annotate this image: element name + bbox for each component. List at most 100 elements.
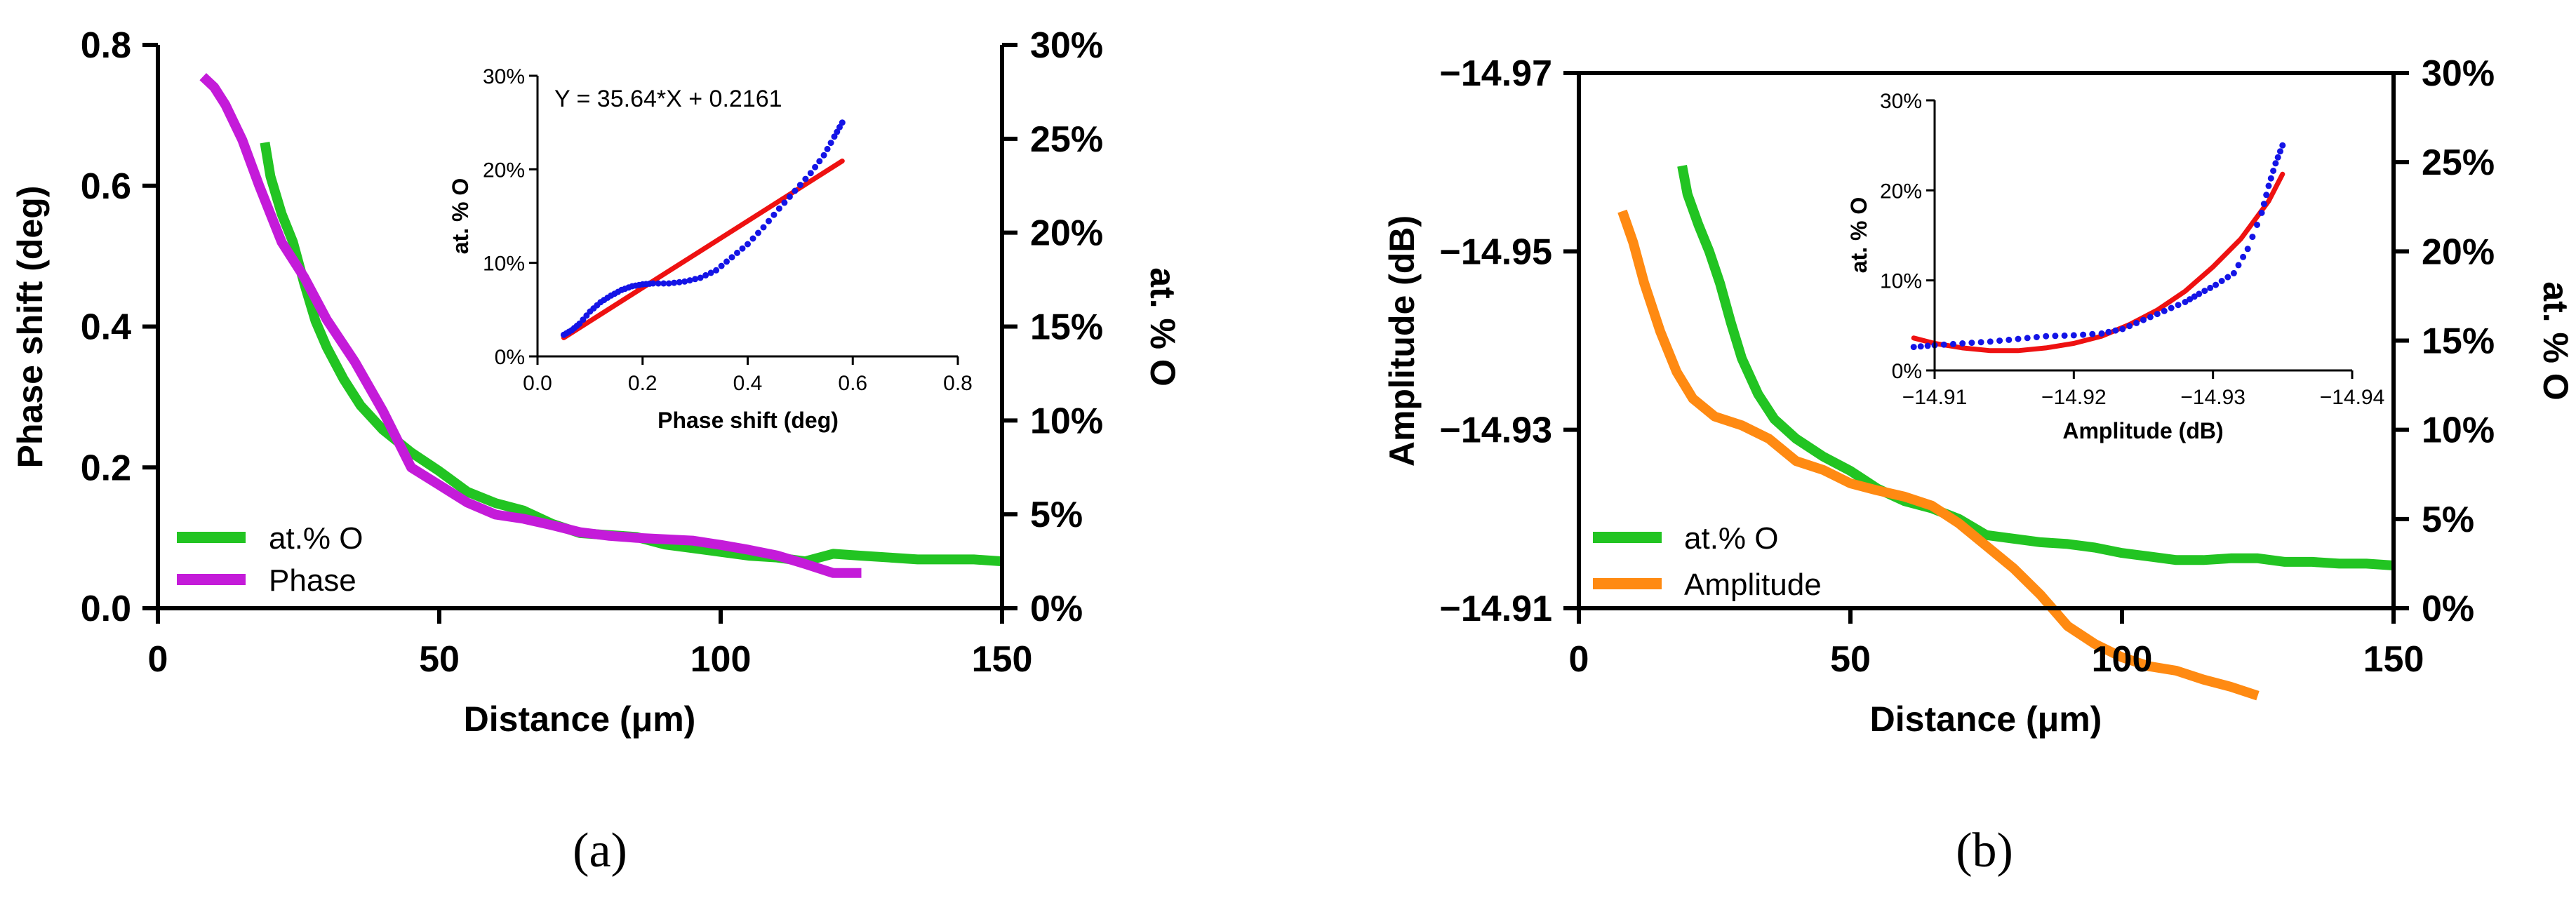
inset-scatter-point [734, 249, 740, 256]
inset-scatter-point [2263, 192, 2270, 199]
inset-scatter-point [1949, 340, 1956, 347]
inset-scatter-point [671, 279, 678, 286]
panel-a-label: (a) [573, 824, 627, 878]
inset-scatter-point [824, 145, 831, 152]
inset-scatter-point [2224, 274, 2231, 281]
y-right-tick-label: 0% [2422, 589, 2474, 629]
inset-scatter-point [792, 187, 799, 194]
y-right-tick-label: 20% [2422, 232, 2495, 272]
inset-x-tick-label: 0.8 [943, 372, 973, 395]
panel-a-ticks: 0 50 100 150 0.0 0.2 0.4 0.6 0.8 0% 5% 10% 15% 20% 25%… [81, 25, 1103, 680]
inset-y-tick-label: 0% [1892, 360, 1922, 383]
inset-scatter-point [2235, 262, 2242, 269]
inset-scatter-point [2098, 330, 2105, 337]
inset-scatter-point [755, 229, 761, 236]
inset-scatter-point [2080, 331, 2087, 338]
inset-scatter-point [728, 254, 735, 261]
inset-x-tick-label: −14.91 [1902, 386, 1968, 409]
inset-x-tick-label: 0.6 [838, 372, 867, 395]
panel-a-inset-series [560, 119, 846, 340]
inset-fit-line [1911, 171, 2285, 354]
inset-scatter-point [2260, 201, 2267, 208]
inset-scatter-point [812, 163, 819, 170]
inset-scatter-point [2207, 284, 2214, 291]
inset-scatter-point [1940, 341, 1947, 348]
inset-x-tick-label: 0.4 [733, 372, 763, 395]
inset-scatter-point [739, 245, 746, 252]
inset-scatter-point [2161, 307, 2168, 314]
inset-x-tick-label: −14.92 [2041, 386, 2107, 409]
y-right-tick-label: 10% [1030, 401, 1103, 441]
inset-scatter-point [2070, 332, 2077, 339]
inset-scatter-point [2277, 148, 2283, 155]
inset-scatter-point [781, 199, 788, 206]
legend-label-amplitude: Amplitude [1684, 568, 1822, 602]
inset-scatter-point [745, 241, 751, 248]
x-tick-label: 100 [690, 639, 752, 680]
inset-a-xlabel: Phase shift (deg) [658, 408, 839, 433]
series-line-amplitude [1617, 209, 2260, 701]
inset-y-tick-label: 10% [1880, 270, 1922, 293]
y-tick-label: −14.91 [1440, 589, 1553, 629]
inset-scatter-point [2033, 334, 2040, 340]
inset-scatter-point [2272, 160, 2279, 167]
inset-scatter-point [697, 274, 704, 281]
panel-a-ylabel: Phase shift (deg) [11, 186, 50, 469]
inset-scatter-point [2015, 335, 2022, 342]
inset-scatter-point [1996, 337, 2003, 344]
y-right-tick-label: 10% [2422, 410, 2495, 451]
inset-scatter-point [1959, 340, 1966, 347]
y-tick-label: 0.4 [81, 307, 131, 348]
y-right-tick-label: 25% [2422, 142, 2495, 183]
inset-scatter-point [713, 267, 720, 274]
inset-scatter-point [1977, 339, 1984, 346]
y-right-tick-label: 30% [1030, 25, 1103, 66]
inset-scatter-point [655, 280, 662, 287]
inset-x-tick-label: 0.2 [628, 372, 658, 395]
inset-scatter-point [2201, 288, 2208, 295]
series-line-oxygen [1677, 164, 2394, 570]
inset-scatter-point [692, 276, 699, 283]
x-tick-label: 0 [148, 639, 168, 680]
inset-a-ylabel: at. % O [448, 178, 473, 254]
inset-y-tick-label: 10% [483, 253, 525, 276]
inset-scatter-point [2089, 330, 2096, 337]
inset-scatter-point [807, 170, 814, 177]
inset-scatter-point [816, 158, 823, 165]
inset-scatter-point [2112, 327, 2119, 334]
inset-scatter-point [827, 140, 834, 147]
inset-scatter-point [2061, 332, 2068, 339]
inset-scatter-point [786, 193, 793, 200]
inset-y-tick-label: 0% [495, 346, 525, 369]
inset-scatter-point [2218, 278, 2225, 284]
inset-scatter-point [2249, 234, 2256, 241]
inset-scatter-point [2230, 269, 2237, 276]
inset-scatter-point [1987, 338, 1994, 345]
inset-scatter-point [2154, 311, 2161, 318]
series-line-phase [199, 73, 862, 578]
inset-scatter-point [802, 175, 809, 182]
inset-scatter-point [2126, 323, 2133, 330]
inset-scatter-point [820, 152, 827, 159]
inset-a-equation: Y = 35.64*X + 0.2161 [554, 86, 782, 112]
legend-label-oxygen-b: at.% O [1684, 521, 1779, 556]
panel-a-ylabel-right: at. % O [1143, 267, 1182, 386]
inset-scatter-point [775, 205, 782, 212]
inset-scatter-point [1968, 340, 1975, 347]
panel-b-label: (b) [1956, 824, 2013, 878]
inset-scatter-point [760, 224, 767, 231]
y-right-tick-label: 25% [1030, 119, 1103, 160]
panel-b-chart: 0 50 100 150 −14.91 −14.93 −14.95 −14.97 0% 5% 10%… [1382, 53, 2575, 878]
panel-b-series [1617, 164, 2394, 701]
inset-scatter-point [2182, 299, 2189, 305]
inset-scatter-point [707, 269, 714, 276]
inset-scatter-point [665, 280, 672, 287]
x-tick-label: 50 [419, 639, 460, 680]
inset-b-xlabel: Amplitude (dB) [2062, 418, 2223, 443]
inset-scatter-point [2168, 304, 2175, 311]
inset-scatter-point [2052, 333, 2059, 340]
x-tick-label: 0 [1569, 639, 1589, 680]
inset-scatter-point [676, 279, 683, 286]
panel-b-ylabel: Amplitude (dB) [1382, 215, 1422, 467]
inset-scatter-point [2024, 335, 2031, 342]
